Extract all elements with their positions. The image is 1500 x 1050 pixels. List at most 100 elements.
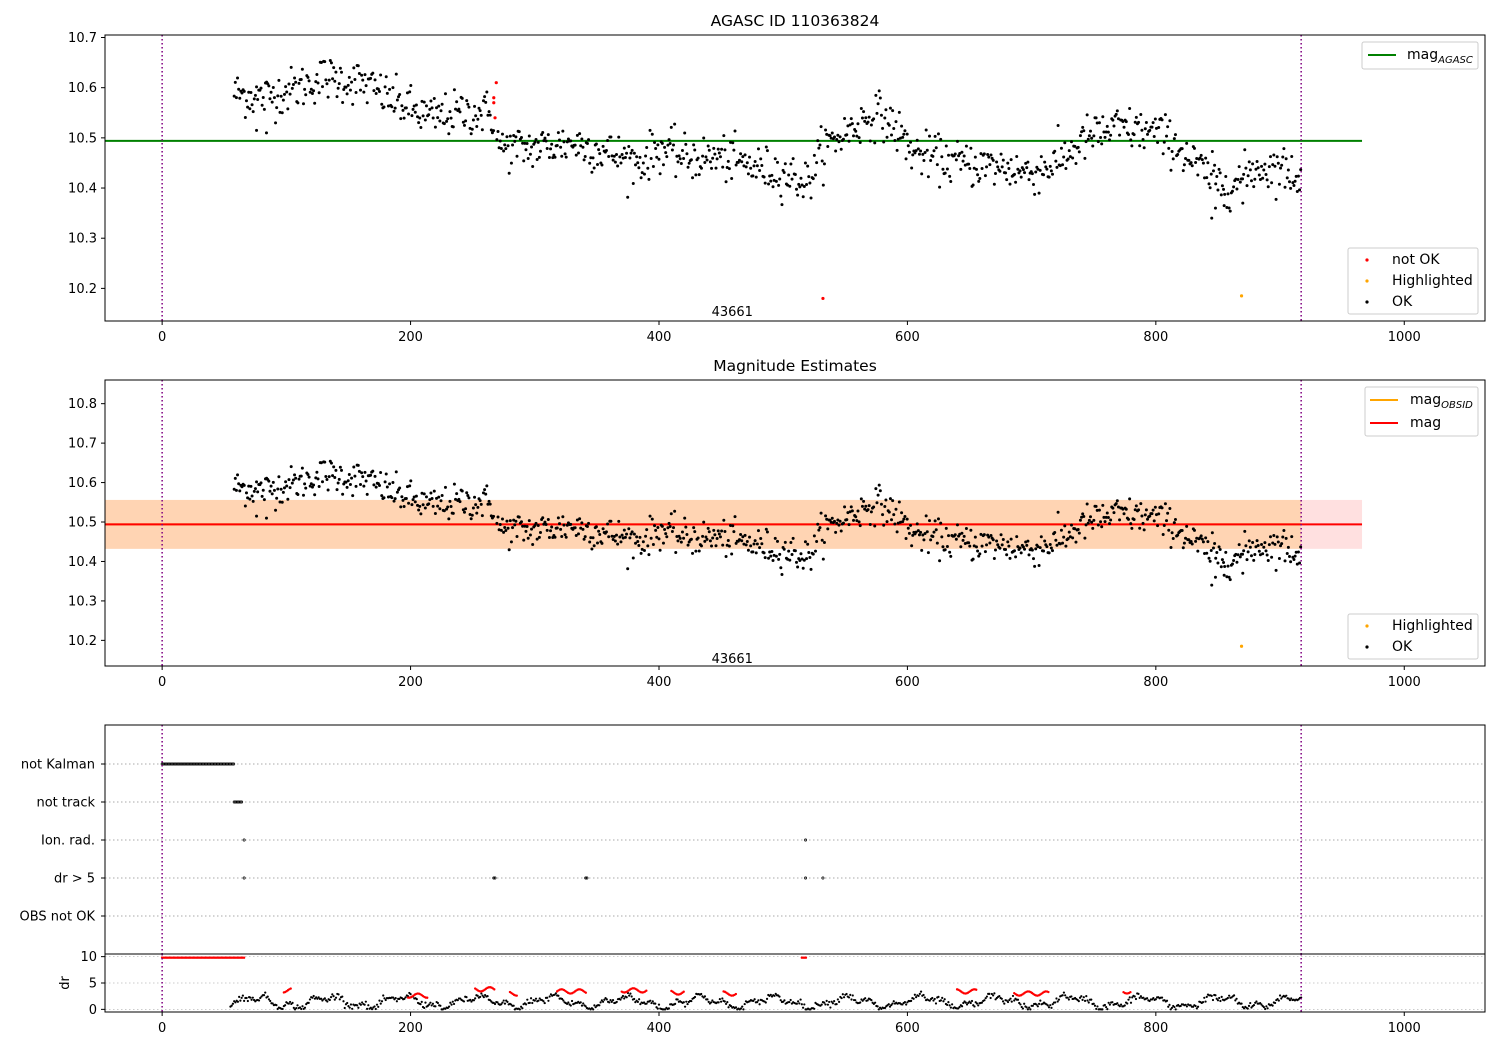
dr-point [798,1002,801,1005]
ok-point [418,116,422,120]
ok-point [485,90,489,94]
dr-point [1228,994,1231,997]
dr-point [917,994,920,998]
ok-point [1224,550,1228,554]
ok-point [929,538,933,542]
ok-point [1023,171,1027,175]
ok-point [465,99,469,103]
ok-point [475,125,479,129]
legend-mag-main: mag [1407,47,1438,63]
ok-point [858,140,862,144]
ok-point [1055,543,1059,547]
dr-point [769,993,772,996]
dr-point [1106,1008,1109,1011]
ok-point [1258,177,1262,181]
ok-point [753,160,757,164]
ok-point [304,486,308,490]
ok-point [874,93,878,97]
dr-point [1009,997,1012,1000]
ok-point [1266,185,1270,189]
ok-point [684,525,688,529]
dr-point [430,1004,433,1007]
ok-point [1007,544,1011,548]
ok-point [1068,535,1072,539]
ok-point [390,496,394,500]
ok-point [879,502,883,506]
ok-point [1056,510,1060,514]
ok-point [637,166,641,170]
ok-point [1201,540,1205,544]
ok-point [424,495,428,499]
dr-point [1173,1005,1176,1009]
ok-point [323,60,327,64]
ok-point [794,187,798,191]
ok-point [902,517,906,521]
ok-point [1274,197,1278,201]
dr-point [1083,999,1087,1002]
ok-point [902,132,906,136]
ok-point [850,122,854,126]
panel2-xtick-label: 1000 [1388,675,1421,690]
ok-point [901,135,905,139]
ok-point [1211,169,1215,173]
ok-point [949,179,953,183]
ok-point [578,132,582,136]
ok-point [378,484,382,488]
dr-point [778,995,781,998]
ok-point [1111,118,1115,122]
ok-point [683,516,687,520]
ok-point [1039,155,1043,159]
dr-point [1246,1007,1249,1010]
dr-point [374,1007,377,1011]
dr-point [841,993,844,996]
ok-point [687,161,691,165]
dr-point [645,1002,648,1005]
ok-point [291,82,295,86]
ok-point [935,541,939,545]
dr-point [840,996,843,1000]
dr-point [601,1000,605,1003]
ok-point [1166,511,1170,515]
ok-point [336,481,340,485]
ok-point [694,549,698,553]
dr-point [482,996,485,999]
ok-point [294,476,298,480]
ok-point [919,149,923,153]
ok-point [288,486,292,490]
ok-point [714,166,718,170]
ok-point [922,159,926,163]
ok-point [1063,141,1067,145]
ok-point [1037,564,1041,568]
ok-point [496,515,500,519]
ok-point [839,529,843,533]
ok-point [550,142,554,146]
dr-point [529,997,533,1000]
ok-point [333,475,337,479]
ok-point [435,106,439,110]
ok-point [625,151,629,155]
dr-point [943,998,946,1001]
ok-point [1090,520,1094,524]
ok-point [650,132,654,136]
ok-point [623,155,627,159]
ok-point [506,526,510,530]
flag-point [821,876,825,880]
ok-point [448,499,452,503]
ok-point [1237,165,1241,169]
ok-point [399,505,403,509]
ok-point [1265,553,1269,557]
ok-point [1213,575,1217,579]
ok-point [778,177,782,181]
ok-point [811,177,815,181]
ok-point [526,156,530,160]
panel2-frame [104,379,1486,667]
ok-point [279,487,283,491]
dr-point [404,996,407,999]
ok-point [644,534,648,538]
ok-point [993,172,997,176]
dr-point [543,1001,546,1005]
flag-point [168,762,172,766]
ok-point [1266,558,1270,562]
ok-point [875,501,879,505]
flag-category-label: dr > 5 [54,872,95,887]
